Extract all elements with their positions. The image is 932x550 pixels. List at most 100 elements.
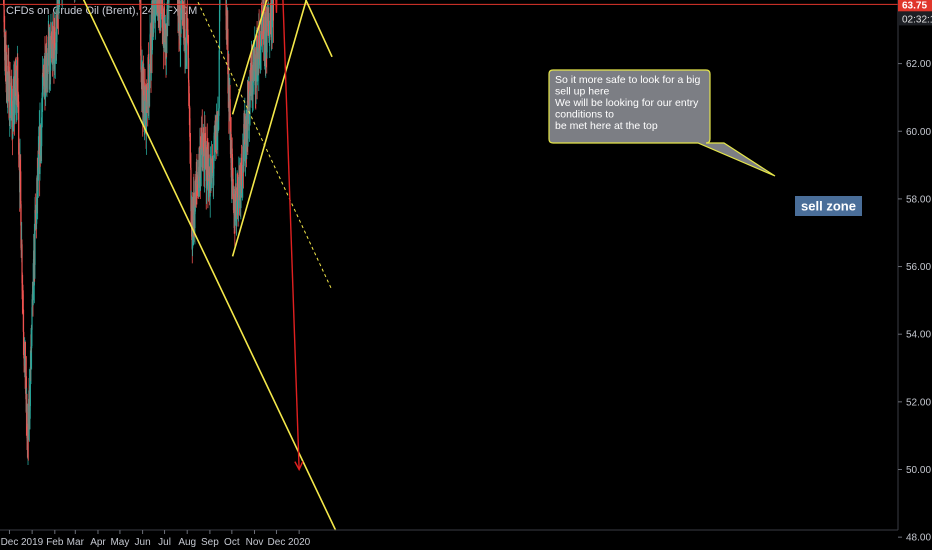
chart-title: CFDs on Crude Oil (Brent), 240, FXCM xyxy=(6,5,198,17)
candle-body xyxy=(18,101,20,155)
callout-bubble xyxy=(548,69,776,177)
candle-body xyxy=(266,17,268,53)
y-tick-label: 56.00 xyxy=(906,262,931,273)
candle-body xyxy=(231,148,233,158)
callout-text-line: We will be looking for our entry xyxy=(555,97,699,109)
candle-body xyxy=(34,210,36,265)
callout-text-line: be met here at the top xyxy=(555,120,658,132)
y-tick-label: 48.00 xyxy=(906,533,931,544)
channel-lower-line xyxy=(82,0,337,531)
candle-body xyxy=(231,157,234,180)
candle-body xyxy=(11,85,13,107)
candle-body xyxy=(54,27,56,56)
candle-body xyxy=(219,0,221,11)
rising-channel-upper-line xyxy=(231,0,268,115)
candle-body xyxy=(151,3,153,51)
candle-body xyxy=(227,28,229,75)
candle-body xyxy=(144,86,146,118)
channel-mid-line xyxy=(196,0,333,291)
candle-body xyxy=(253,61,255,72)
candle-body xyxy=(230,134,232,170)
drawing-layer xyxy=(0,0,898,531)
candle-body xyxy=(152,0,154,14)
candle-body xyxy=(237,184,240,215)
candle-body xyxy=(271,4,274,28)
x-tick-label: Feb xyxy=(46,537,64,548)
candle-body xyxy=(209,176,211,197)
candle-body xyxy=(151,22,153,30)
y-tick-label: 50.00 xyxy=(906,465,931,476)
candle-body xyxy=(17,57,19,92)
candle-body xyxy=(248,81,250,106)
candle-body xyxy=(13,78,15,115)
candle-body xyxy=(153,19,155,33)
candle-body xyxy=(32,263,34,301)
candle-body xyxy=(200,146,202,168)
candle-body xyxy=(156,0,158,2)
x-tick-label: Dec xyxy=(1,537,19,548)
candle-body xyxy=(43,76,45,95)
candle-body xyxy=(10,103,12,108)
x-tick-label: Apr xyxy=(90,537,106,548)
candle-body xyxy=(167,0,169,20)
y-tick-label: 62.00 xyxy=(906,59,931,70)
candle-body xyxy=(194,211,196,228)
candle-body xyxy=(187,29,189,69)
candle-body xyxy=(24,341,26,389)
candle-body xyxy=(250,67,252,82)
candle-body xyxy=(31,307,33,330)
candle-body xyxy=(196,174,198,182)
candle-body xyxy=(161,0,163,32)
channel-upper-line xyxy=(305,0,333,58)
candle-body xyxy=(191,204,193,249)
candle-body xyxy=(254,48,256,60)
candle-body xyxy=(40,130,42,156)
x-tick-label: Dec xyxy=(268,537,286,548)
sell-zone-label: sell zone xyxy=(801,199,856,214)
candle-body xyxy=(149,34,151,67)
candle-body xyxy=(16,83,18,103)
candle-body xyxy=(42,72,44,98)
candle-body xyxy=(213,158,215,169)
candle-body xyxy=(218,50,220,109)
candle-body xyxy=(160,0,162,28)
x-tick-label: Jul xyxy=(158,537,171,548)
candle-body xyxy=(184,5,186,53)
candle-body xyxy=(188,58,190,83)
rising-channel-lower-line xyxy=(231,0,308,257)
candle-body xyxy=(241,174,243,188)
candle-body xyxy=(26,403,28,439)
candle-body xyxy=(270,9,273,38)
callout-text-line: conditions to xyxy=(555,109,614,121)
candle-body xyxy=(50,36,52,71)
candle-body xyxy=(20,171,22,205)
candle-body xyxy=(243,124,245,166)
candle-body xyxy=(43,73,45,78)
y-tick-label: 60.00 xyxy=(906,127,931,138)
candle-body xyxy=(29,367,31,407)
y-tick-label: 58.00 xyxy=(906,194,931,205)
candle-body xyxy=(247,111,249,139)
candles-layer xyxy=(3,0,274,466)
candle-body xyxy=(272,0,274,21)
y-tick-label: 52.00 xyxy=(906,397,931,408)
callout-text-line: sell up here xyxy=(555,86,609,98)
x-tick-label: May xyxy=(110,537,129,548)
candle-body xyxy=(180,10,182,20)
candle-body xyxy=(236,173,239,202)
candle-body xyxy=(54,48,56,64)
candle-body xyxy=(177,0,179,17)
candle-body xyxy=(37,154,39,181)
candle-body xyxy=(192,244,194,249)
last-price-label: 63.75 xyxy=(902,0,927,11)
projection-arrow-line xyxy=(283,22,300,470)
candle-body xyxy=(189,118,191,142)
countdown-badge xyxy=(898,11,932,26)
candle-body xyxy=(153,0,155,20)
candle-body xyxy=(269,22,271,35)
candle-body xyxy=(23,331,25,347)
candle-body xyxy=(168,0,170,3)
candle-body xyxy=(154,0,156,23)
